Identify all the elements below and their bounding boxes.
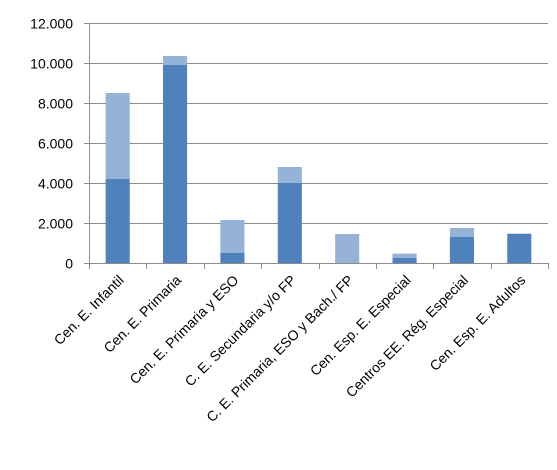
x-category-label: C. E. Secundaria y/o FP xyxy=(181,272,299,390)
y-tick-label: 12.000 xyxy=(30,16,73,32)
x-category-label: Cen. Esp. E. Especial xyxy=(307,272,414,379)
y-tick-label: 6.000 xyxy=(38,136,73,152)
y-tick-labels: 0 2.000 4.000 6.000 8.000 10.000 12.000 xyxy=(30,16,73,272)
bar-segment-series-2 xyxy=(220,220,245,253)
bar-segment-series-1 xyxy=(277,183,302,263)
axis-layer xyxy=(84,23,549,269)
y-tick-label: 8.000 xyxy=(38,96,73,112)
grid-layer xyxy=(89,23,548,224)
bar-segment-series-1 xyxy=(105,179,130,263)
bar-segment-series-2 xyxy=(392,253,417,258)
bar-segment-series-1 xyxy=(449,237,474,263)
bar-segment-series-1 xyxy=(392,258,417,263)
y-tick-label: 10.000 xyxy=(30,56,73,72)
bar-segment-series-1 xyxy=(507,234,532,263)
x-category-label: Cen. Esp. E. Adultos xyxy=(426,272,528,374)
y-tick-label: 0 xyxy=(65,256,73,272)
bar-segment-series-2 xyxy=(277,167,302,183)
bar-segment-series-2 xyxy=(335,234,360,263)
y-tick-label: 4.000 xyxy=(38,176,73,192)
bar-segment-series-1 xyxy=(163,65,188,263)
y-tick-label: 2.000 xyxy=(38,216,73,232)
bar-segment-series-2 xyxy=(449,228,474,237)
bar-segment-series-2 xyxy=(105,93,130,179)
x-category-label: Cen. E. Primaria y ESO xyxy=(126,272,241,387)
bar-segment-series-1 xyxy=(220,253,245,263)
bar-segment-series-2 xyxy=(163,56,188,65)
bars-layer xyxy=(105,56,532,263)
